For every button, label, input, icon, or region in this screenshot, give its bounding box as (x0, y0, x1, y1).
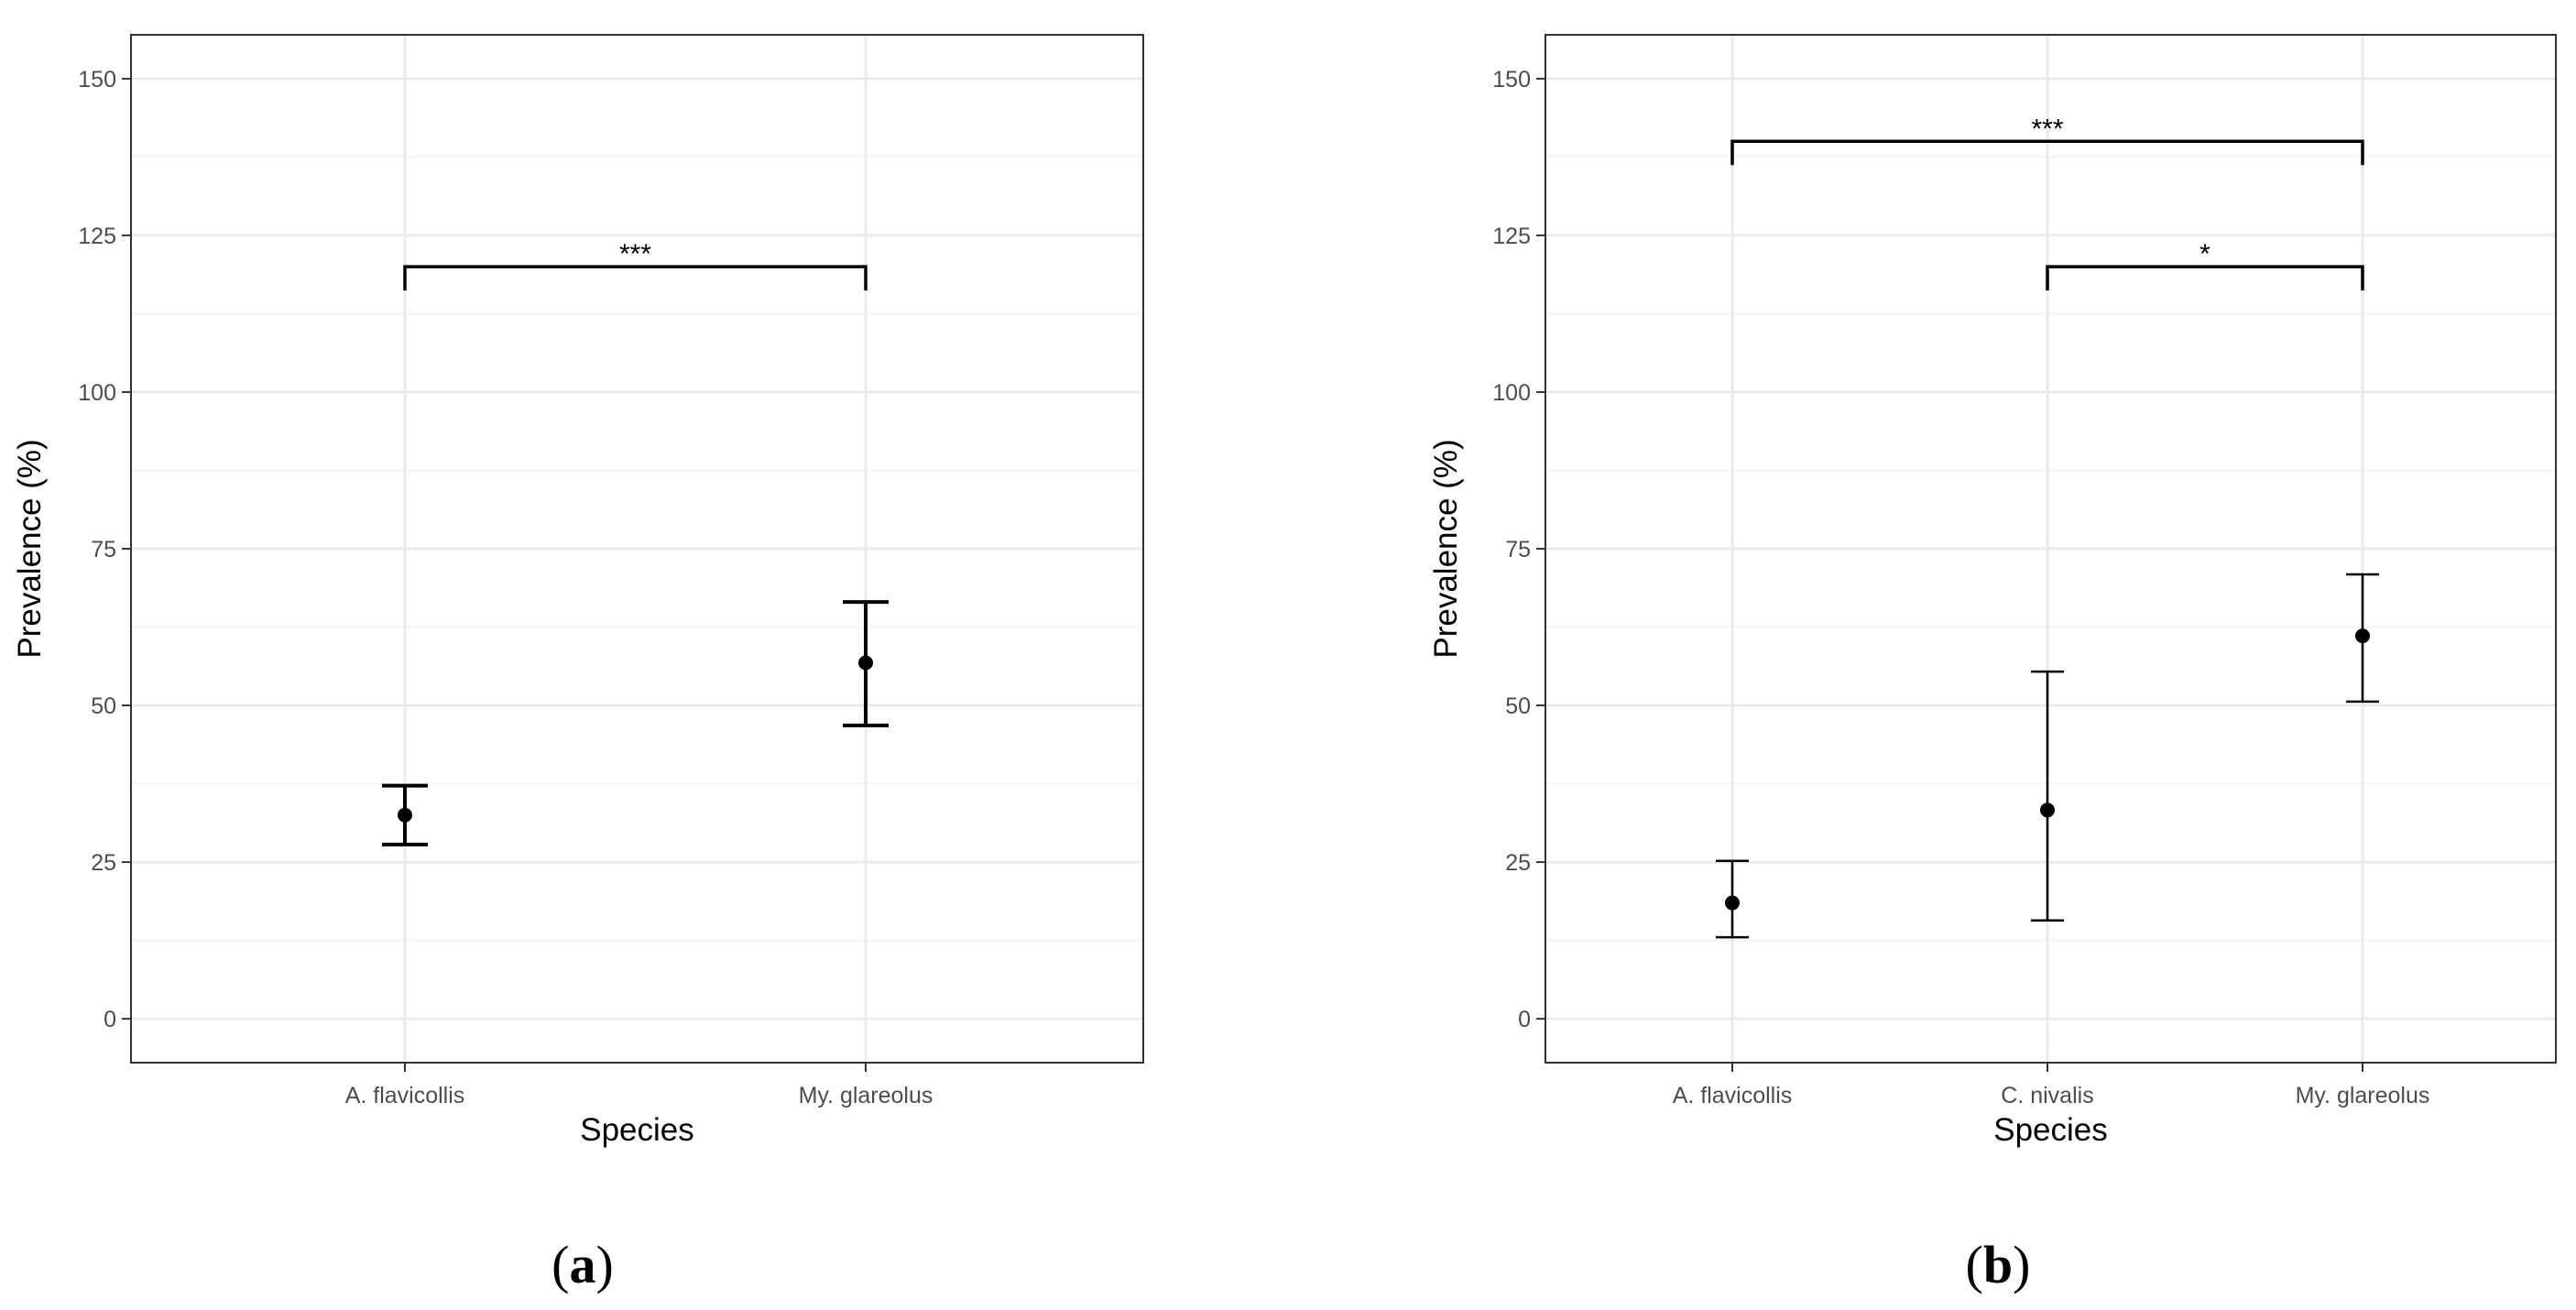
panel-a-x-tick-label: My. glareolus (799, 1083, 933, 1108)
panel-a-x-tick-label: A. flavicollis (345, 1083, 465, 1108)
panel-b: 0 25 50 75 100 125 150 A. flavicollis C. nivalis… (1428, 34, 2557, 1294)
panel-a-significance-bracket (403, 265, 868, 291)
panel-b-significance-label: *** (2031, 114, 2063, 144)
panel-b-significance-bracket (2046, 265, 2364, 291)
panel-b-caption-letter: b (1983, 1235, 2013, 1294)
panel-a-y-axis-title: Prevalence (%) (12, 439, 48, 658)
panel-b-caption: (b) (1966, 1235, 2031, 1294)
panel-b-data-point (2040, 802, 2055, 818)
panel-a-y-tick-label: 100 (78, 380, 116, 406)
panel-a-y-tick-label: 75 (91, 537, 116, 562)
panel-b-y-tick-label: 50 (1505, 693, 1531, 719)
panel-a-y-tick-label: 50 (91, 693, 116, 719)
panel-b-y-tick-label: 25 (1505, 850, 1531, 876)
panel-a-data-point (398, 807, 412, 823)
panel-a-x-axis-title: Species (580, 1112, 694, 1148)
panel-b-data-point (1725, 895, 1740, 911)
panel-b-x-tick-label: C. nivalis (2001, 1083, 2093, 1108)
panel-b-x-tick-label: My. glareolus (2296, 1083, 2430, 1108)
panel-b-y-tick-label: 125 (1492, 224, 1531, 249)
panel-a-y-tick-label: 0 (104, 1007, 116, 1032)
panel-b-x-axis-title: Species (1993, 1112, 2108, 1148)
panel-a-significance-label: *** (619, 239, 651, 269)
panel-b-data-point (2355, 628, 2370, 644)
panel-a-y-tick-label: 150 (78, 67, 116, 93)
panel-a-y-tick-label: 125 (78, 224, 116, 249)
panel-b-y-tick-label: 100 (1492, 380, 1531, 406)
panel-a: 0 25 50 75 100 125 150 A. flavicollis My. glareo… (12, 34, 1144, 1294)
panel-a-caption: (a) (551, 1235, 614, 1294)
panel-b-y-tick-label: 0 (1518, 1007, 1531, 1032)
panel-b-x-tick-label: A. flavicollis (1673, 1083, 1793, 1108)
panel-b-significance-bracket (1730, 139, 2364, 166)
panel-a-data-point (858, 655, 873, 671)
panel-a-y-tick-label: 25 (91, 850, 116, 876)
panel-b-y-tick-label: 75 (1505, 537, 1531, 562)
panel-b-y-axis-title: Prevalence (%) (1428, 439, 1464, 658)
panel-a-caption-letter: a (570, 1235, 596, 1294)
panel-b-significance-label: * (2199, 239, 2210, 269)
panel-b-y-tick-label: 150 (1492, 67, 1531, 93)
